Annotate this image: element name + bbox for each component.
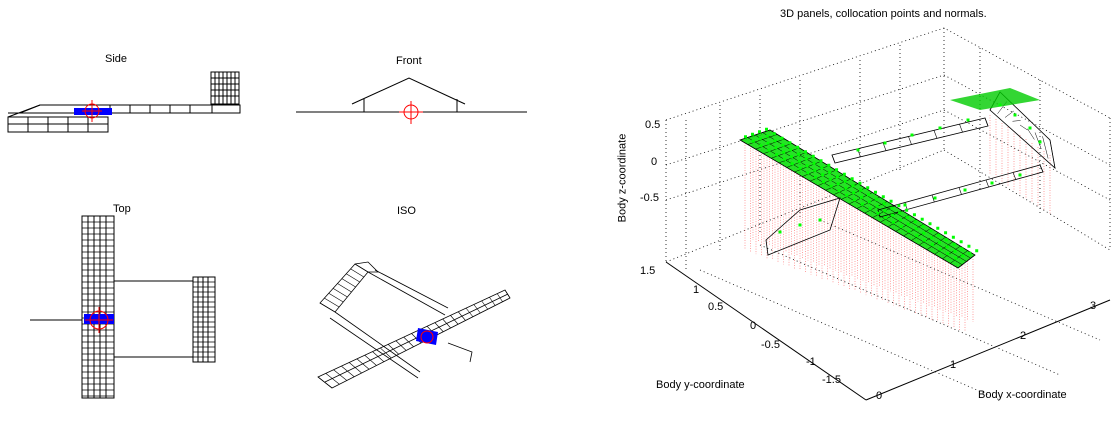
iso-view-title: ISO <box>397 205 416 217</box>
y-axis-label: Body y-coordinate <box>656 379 745 391</box>
y-tick-label: 0.5 <box>708 301 724 313</box>
z-tick-label: 0 <box>651 156 658 168</box>
z-axis-label: Body z-coordinate <box>616 133 629 223</box>
y-tick-label: 1.5 <box>640 265 656 277</box>
z-tick-label: 0.5 <box>645 119 661 131</box>
y-tick-label: -1 <box>806 356 816 368</box>
side-view-title: Side <box>105 53 128 65</box>
top-view-title: Top <box>113 203 131 215</box>
y-tick-label: 1 <box>693 284 700 296</box>
x-tick-label: 0 <box>876 390 883 402</box>
x-tick-label: 2 <box>1020 330 1027 342</box>
z-tick-label: -0.5 <box>640 192 659 204</box>
x-tick-label: 3 <box>1090 300 1097 312</box>
x-axis-label: Body x-coordinate <box>978 389 1067 401</box>
front-view-title: Front <box>396 55 422 67</box>
y-tick-label: -1.5 <box>822 374 841 386</box>
y-tick-label: -0.5 <box>761 339 780 351</box>
y-tick-label: 0 <box>750 320 757 332</box>
x-tick-label: 1 <box>950 359 957 371</box>
plot3d-title: 3D panels, collocation points and normal… <box>780 8 987 20</box>
